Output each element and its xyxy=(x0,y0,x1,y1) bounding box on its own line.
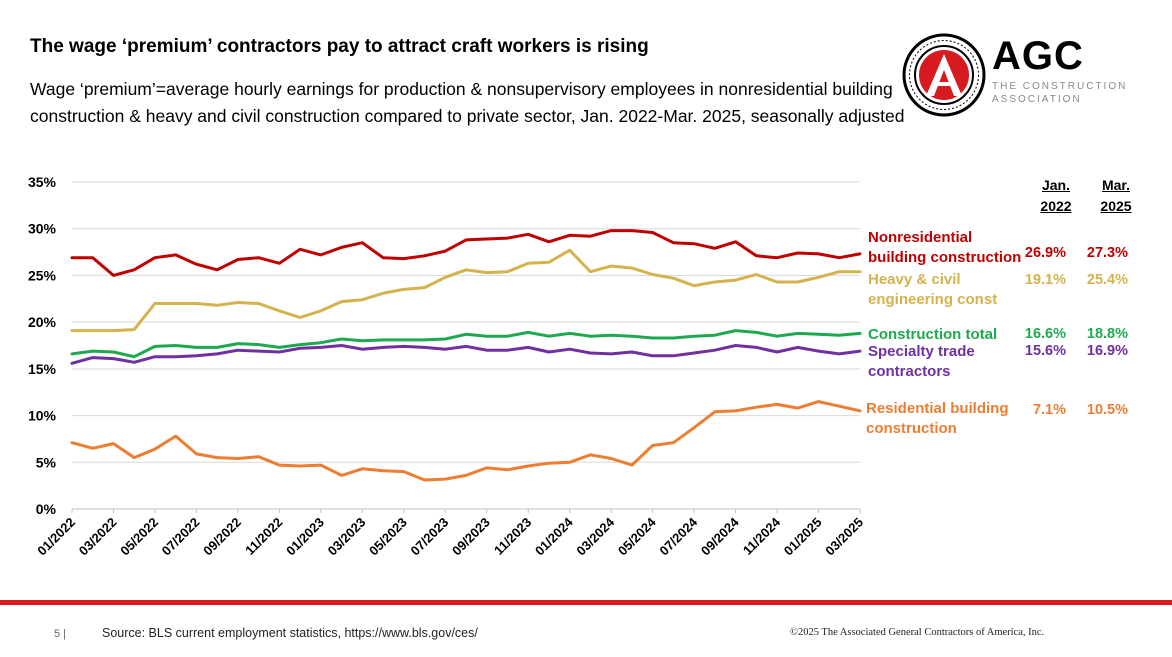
agc-tagline-line2: ASSOCIATION xyxy=(992,94,1082,105)
x-tick-label: 09/2022 xyxy=(200,515,244,559)
header-mar-line2: 2025 xyxy=(1100,198,1132,214)
label-construction-total-line1: Construction total xyxy=(868,326,998,343)
x-tick-label: 07/2024 xyxy=(656,514,700,558)
label-specialty-trade: Specialty trade contractors xyxy=(868,342,975,382)
value-residential-mar: 10.5% xyxy=(1086,402,1128,418)
agc-logo-icon xyxy=(902,33,986,117)
label-nonresidential: Nonresidential building construction xyxy=(868,228,1021,268)
y-tick-label: 15% xyxy=(28,361,57,377)
label-residential: Residential building construction xyxy=(866,399,1009,439)
header-mar-2025: Mar. 2025 xyxy=(1090,175,1142,217)
y-tick-label: 20% xyxy=(28,314,57,330)
label-nonresidential-line2: building construction xyxy=(868,249,1022,266)
x-tick-label: 07/2022 xyxy=(159,515,203,559)
series-line-2 xyxy=(70,329,862,359)
x-tick-label: 11/2022 xyxy=(242,515,285,558)
y-tick-label: 30% xyxy=(28,221,57,237)
y-tick-label: 0% xyxy=(36,501,57,517)
label-heavy-civil-line1: Heavy & civil xyxy=(868,271,961,288)
label-nonresidential-line1: Nonresidential xyxy=(868,229,973,246)
label-construction-total: Construction total xyxy=(868,325,997,345)
series-line-1 xyxy=(70,248,862,333)
footer-divider xyxy=(0,600,1172,605)
y-tick-label: 10% xyxy=(28,408,57,424)
value-total-mar: 18.8% xyxy=(1086,326,1128,342)
header-mar-line1: Mar. xyxy=(1101,177,1130,193)
series-line-3 xyxy=(70,344,862,365)
value-residential-jan: 7.1% xyxy=(1032,402,1066,418)
x-tick-label: 03/2024 xyxy=(573,514,617,558)
label-heavy-civil: Heavy & civil engineering const xyxy=(868,270,997,310)
x-tick-label: 03/2025 xyxy=(822,515,866,559)
x-tick-label: 05/2024 xyxy=(615,514,659,558)
page-number: 5 | xyxy=(54,628,67,640)
series-line-4 xyxy=(70,400,862,482)
series-line-0 xyxy=(70,229,862,277)
x-tick-label: 11/2024 xyxy=(740,514,784,558)
x-tick-label: 01/2023 xyxy=(283,515,327,559)
copyright-note: ©2025 The Associated General Contractors… xyxy=(790,627,1045,638)
line-chart: 0%5%10%15%20%25%30%35%01/202203/202205/2… xyxy=(28,174,866,559)
chart-subtitle: Wage ‘premium’=average hourly earnings f… xyxy=(30,79,905,126)
x-tick-label: 05/2023 xyxy=(366,515,410,559)
x-tick-label: 05/2022 xyxy=(117,515,161,559)
agc-tagline: THE CONSTRUCTION ASSOCIATION xyxy=(992,80,1142,106)
x-tick-label: 01/2022 xyxy=(34,515,78,559)
label-heavy-civil-line2: engineering const xyxy=(868,291,998,308)
label-residential-line1: Residential building xyxy=(866,400,1009,417)
x-tick-label: 03/2023 xyxy=(325,515,369,559)
value-nonresidential-jan: 26.9% xyxy=(1024,245,1066,261)
x-tick-label: 01/2025 xyxy=(781,515,825,559)
x-tick-label: 07/2023 xyxy=(408,515,452,559)
y-tick-label: 25% xyxy=(28,267,57,283)
value-heavy-civil-jan: 19.1% xyxy=(1024,272,1066,288)
agc-tagline-line1: THE CONSTRUCTION xyxy=(992,81,1128,92)
x-tick-label: 03/2022 xyxy=(76,515,120,559)
header-jan-line1: Jan. xyxy=(1041,177,1070,193)
label-residential-line2: construction xyxy=(866,420,957,437)
x-tick-label: 11/2023 xyxy=(491,515,534,558)
header-jan-line2: 2022 xyxy=(1040,198,1072,214)
label-specialty-trade-line2: contractors xyxy=(868,363,951,380)
value-specialty-mar: 16.9% xyxy=(1086,343,1128,359)
value-total-jan: 16.6% xyxy=(1024,326,1066,342)
agc-logo-text: AGC xyxy=(992,34,1084,78)
source-note: Source: BLS current employment statistic… xyxy=(102,626,478,640)
label-specialty-trade-line1: Specialty trade xyxy=(868,343,975,360)
value-specialty-jan: 15.6% xyxy=(1024,343,1066,359)
x-tick-label: 01/2024 xyxy=(532,514,576,558)
y-tick-label: 35% xyxy=(28,174,57,190)
x-tick-label: 09/2023 xyxy=(449,515,493,559)
x-tick-label: 09/2024 xyxy=(698,514,742,558)
chart-title: The wage ‘premium’ contractors pay to at… xyxy=(30,36,649,57)
value-heavy-civil-mar: 25.4% xyxy=(1086,272,1128,288)
header-jan-2022: Jan. 2022 xyxy=(1030,175,1082,217)
y-tick-label: 5% xyxy=(36,454,57,470)
value-nonresidential-mar: 27.3% xyxy=(1086,245,1128,261)
